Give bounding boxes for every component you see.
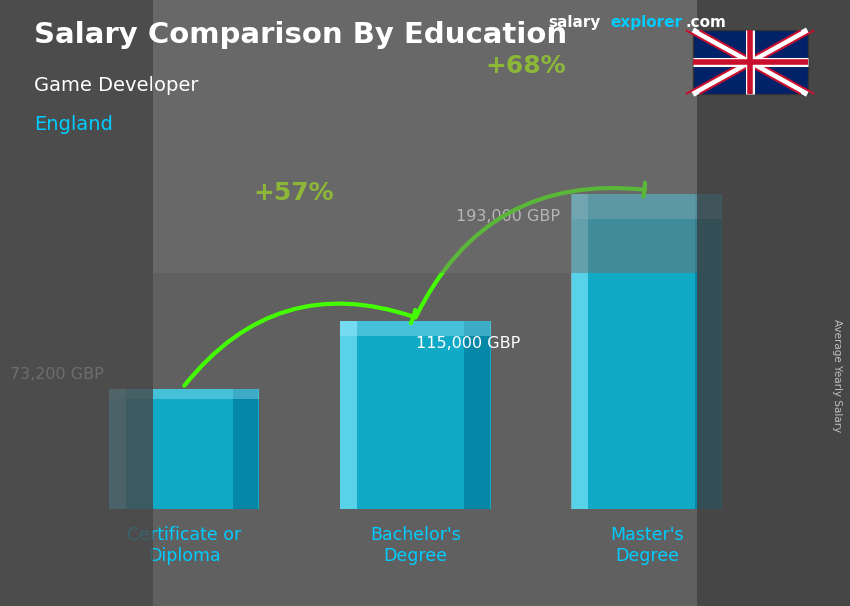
- Text: England: England: [34, 115, 113, 134]
- Bar: [340, 321, 490, 336]
- Bar: [233, 390, 258, 509]
- Text: 193,000 GBP: 193,000 GBP: [456, 209, 560, 224]
- Text: +68%: +68%: [485, 54, 566, 78]
- Bar: [571, 194, 588, 509]
- Text: 115,000 GBP: 115,000 GBP: [416, 336, 520, 351]
- Bar: [109, 390, 126, 509]
- Text: Average Yearly Salary: Average Yearly Salary: [832, 319, 842, 432]
- Bar: [109, 390, 259, 509]
- Text: explorer: explorer: [610, 15, 683, 30]
- Text: Salary Comparison By Education: Salary Comparison By Education: [34, 21, 567, 49]
- Text: 73,200 GBP: 73,200 GBP: [9, 367, 104, 382]
- Bar: [695, 194, 721, 509]
- Bar: [464, 321, 490, 509]
- Text: +57%: +57%: [254, 181, 334, 205]
- Bar: [340, 321, 490, 509]
- Text: .com: .com: [685, 15, 726, 30]
- Bar: [572, 194, 722, 219]
- Bar: [109, 390, 259, 399]
- Text: salary: salary: [548, 15, 601, 30]
- Text: Game Developer: Game Developer: [34, 76, 199, 95]
- Bar: [572, 194, 722, 509]
- Bar: [340, 321, 357, 509]
